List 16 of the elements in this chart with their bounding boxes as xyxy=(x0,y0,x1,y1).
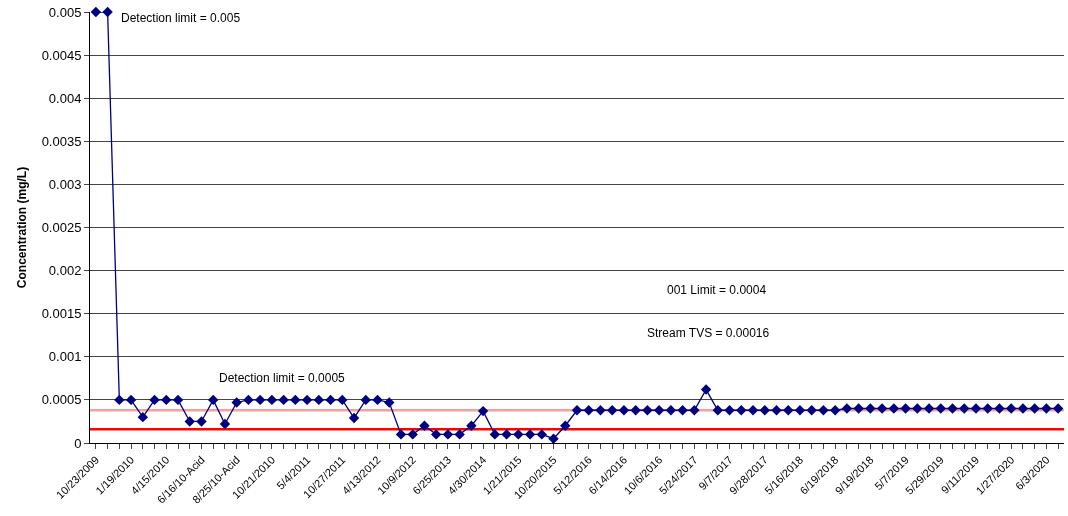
annotation: Detection limit = 0.0005 xyxy=(219,371,346,385)
y-tick-label: 0.005 xyxy=(48,4,82,20)
y-tick-label: 0.0045 xyxy=(41,47,82,63)
annotation: Stream TVS = 0.00016 xyxy=(647,326,770,340)
y-tick-label: 0 xyxy=(74,435,82,451)
y-tick-label: 0.004 xyxy=(48,90,82,106)
y-tick-label: 0.002 xyxy=(48,263,82,279)
y-tick-label: 0.001 xyxy=(48,349,82,365)
y-tick-label: 0.0015 xyxy=(41,306,82,322)
y-tick-label: 0.003 xyxy=(48,176,82,192)
annotation: Detection limit = 0.005 xyxy=(121,11,241,25)
y-tick-label: 0.0025 xyxy=(41,220,82,236)
annotation: 001 Limit = 0.0004 xyxy=(667,283,767,297)
y-tick-label: 0.0035 xyxy=(41,133,82,149)
y-tick-label: 0.0005 xyxy=(41,392,82,408)
y-axis-title: Concentration (mg/L) xyxy=(14,166,29,289)
